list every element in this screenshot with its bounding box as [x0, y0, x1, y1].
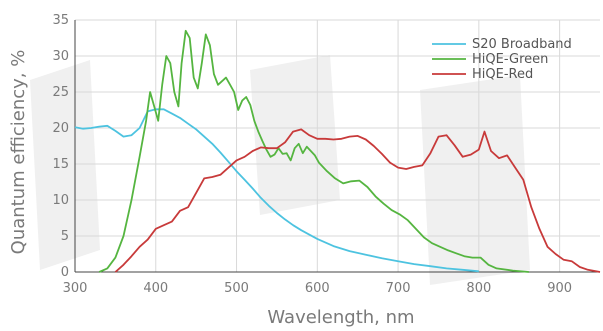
y-tick-label: 30	[52, 49, 69, 64]
series-line-hiqe-red	[114, 128, 601, 273]
x-tick-label: 400	[143, 281, 168, 296]
x-tick-label: 700	[386, 281, 411, 296]
x-tick-label: 600	[305, 281, 330, 296]
x-tick-label: 500	[224, 281, 249, 296]
y-tick-label: 20	[52, 121, 69, 136]
axes	[74, 20, 600, 273]
x-tick-label: 900	[547, 281, 572, 296]
y-tick-label: 15	[52, 157, 69, 172]
legend-label: S20 Broadband	[472, 37, 572, 52]
y-tick-label: 35	[52, 13, 69, 28]
y-axis-label: Quantum efficiency, %	[8, 50, 29, 255]
y-tick-label: 5	[61, 229, 69, 244]
y-tick-label: 25	[52, 85, 69, 100]
legend-label: HiQE-Red	[472, 67, 533, 82]
legend-label: HiQE-Green	[472, 52, 548, 67]
y-tick-label: 10	[52, 193, 69, 208]
series-line-s20-broadband	[74, 108, 479, 273]
x-tick-labels: 300 400 500 600 700 800 900	[63, 281, 572, 296]
x-tick-label: 800	[466, 281, 491, 296]
y-tick-label: 0	[61, 265, 69, 280]
series-lines	[74, 29, 601, 273]
y-tick-labels: 0 5 10 15 20 25 30 35	[52, 13, 69, 280]
x-tick-label: 300	[63, 281, 88, 296]
series-line-hiqe-green	[98, 29, 529, 273]
x-axis-label: Wavelength, nm	[267, 307, 414, 328]
watermark-logo	[30, 55, 530, 285]
